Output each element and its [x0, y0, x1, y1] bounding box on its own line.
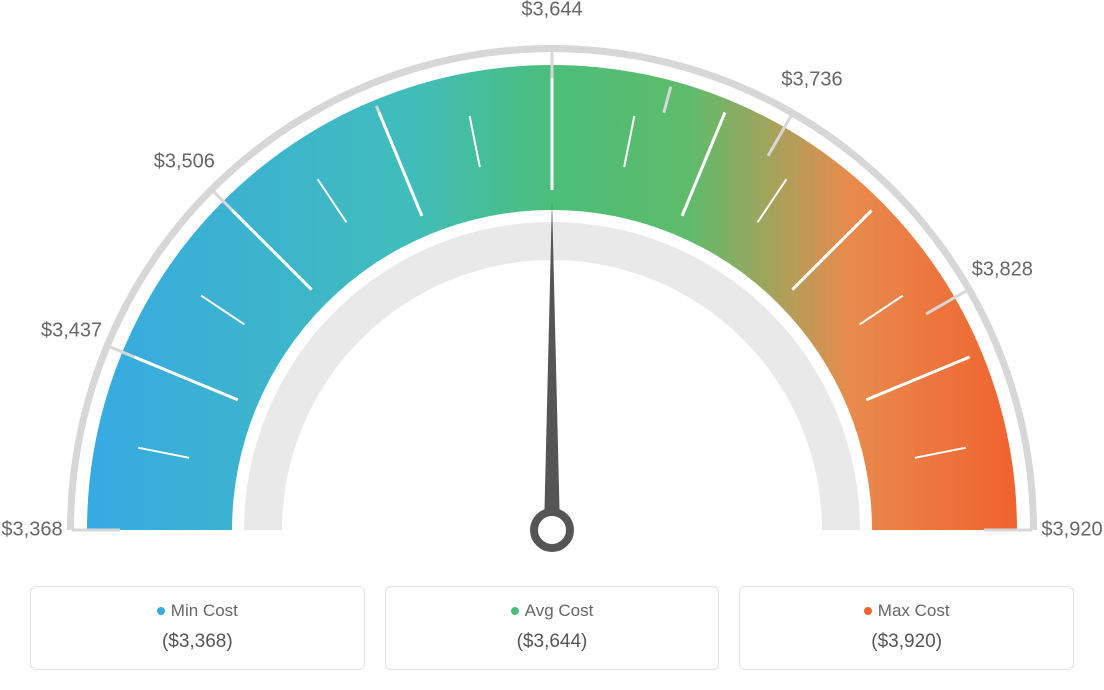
cost-gauge-widget: $3,368 $3,437 $3,506 $3,644 $3,736 $3,828 $3,9…: [0, 0, 1104, 690]
max-cost-card: Max Cost ($3,920): [739, 586, 1074, 670]
max-cost-dot: [864, 607, 872, 615]
avg-cost-card: Avg Cost ($3,644): [385, 586, 720, 670]
gauge-tick-label: $3,736: [781, 68, 842, 91]
min-cost-value: ($3,368): [31, 631, 364, 653]
gauge-tick-label: $3,920: [1041, 519, 1102, 542]
gauge-chart: $3,368 $3,437 $3,506 $3,644 $3,736 $3,828 $3,9…: [0, 0, 1104, 560]
gauge-tick-label: $3,368: [1, 519, 62, 542]
gauge-tick-label: $3,828: [972, 259, 1033, 282]
min-cost-card: Min Cost ($3,368): [30, 586, 365, 670]
min-cost-label: Min Cost: [171, 601, 238, 621]
avg-cost-value: ($3,644): [386, 631, 719, 653]
min-cost-title-row: Min Cost: [31, 601, 364, 621]
gauge-svg: [0, 0, 1104, 560]
avg-cost-label: Avg Cost: [525, 601, 594, 621]
min-cost-dot: [157, 607, 165, 615]
avg-cost-title-row: Avg Cost: [386, 601, 719, 621]
gauge-tick-label: $3,644: [521, 0, 582, 22]
max-cost-value: ($3,920): [740, 631, 1073, 653]
max-cost-label: Max Cost: [878, 601, 950, 621]
summary-cards: Min Cost ($3,368) Avg Cost ($3,644) Max …: [0, 586, 1104, 670]
avg-cost-dot: [511, 607, 519, 615]
gauge-tick-label: $3,506: [154, 151, 215, 174]
gauge-tick-label: $3,437: [41, 320, 102, 343]
max-cost-title-row: Max Cost: [740, 601, 1073, 621]
